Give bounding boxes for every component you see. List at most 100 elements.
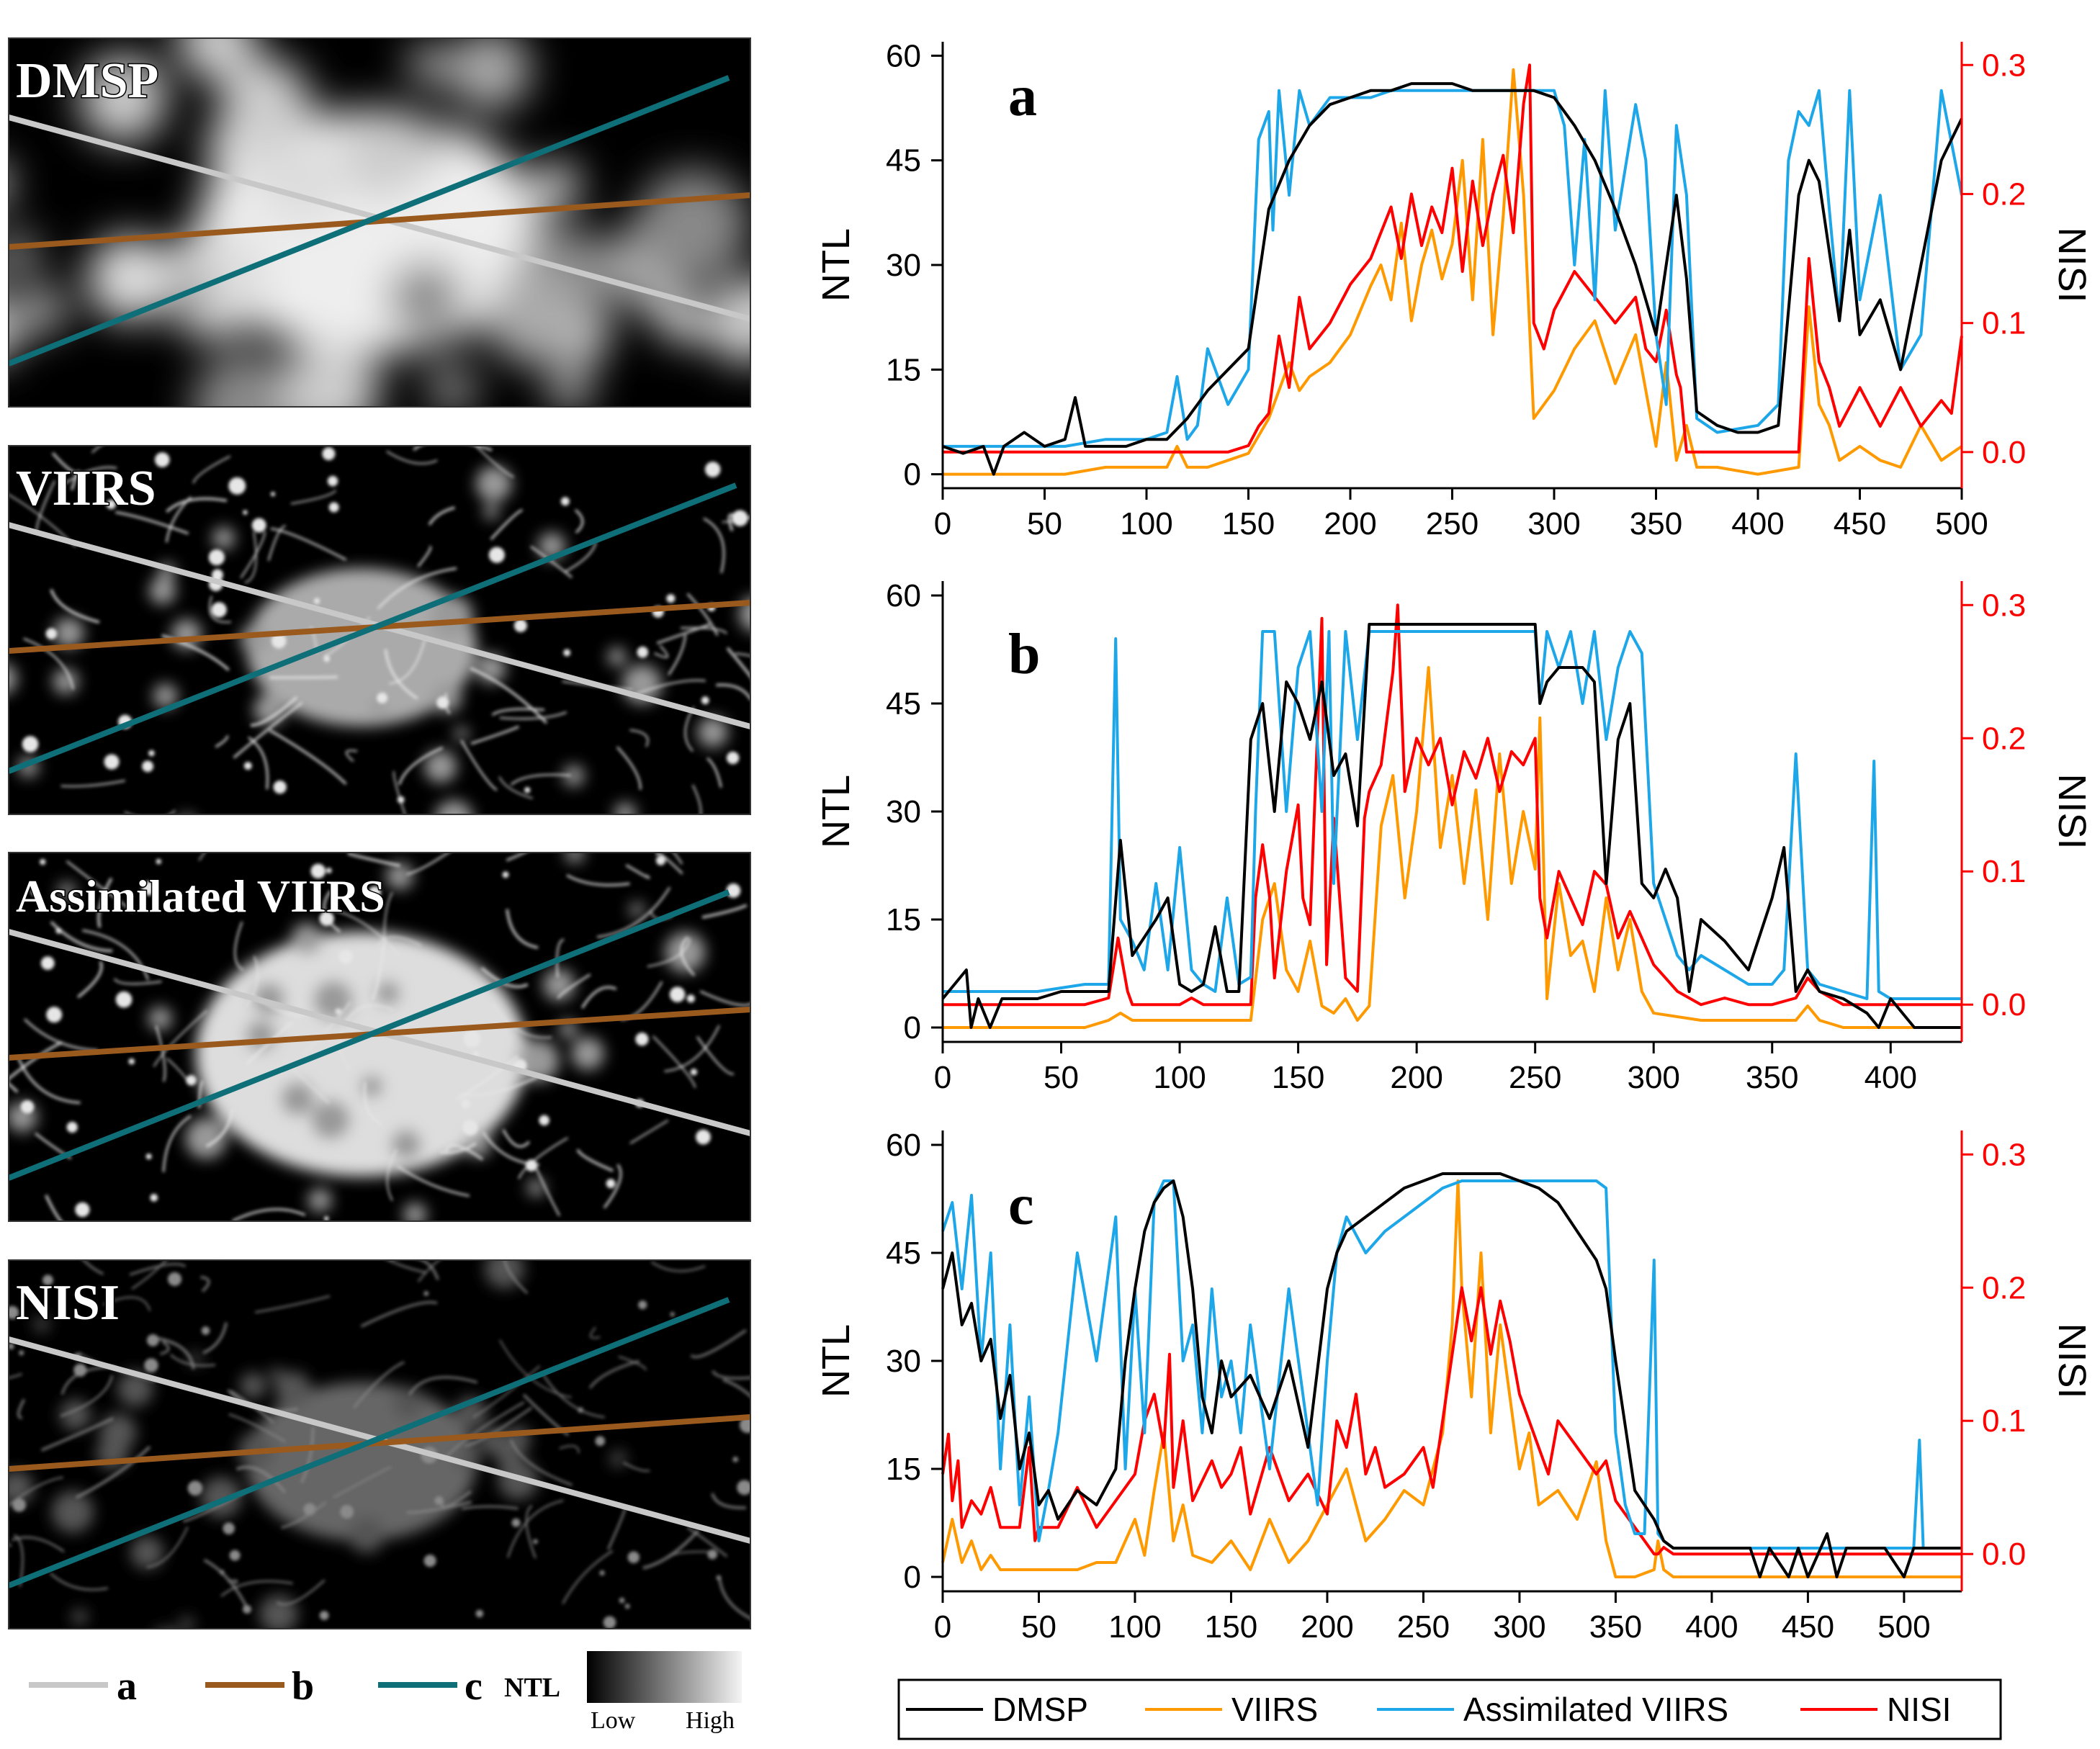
x-tick-label: 200 [1390, 1060, 1442, 1095]
map-panel-dmsp: DMSP [8, 37, 751, 408]
y-tick-label: 30 [886, 1344, 921, 1379]
x-tick-label: 50 [1044, 1060, 1079, 1095]
y2-tick-label: 0.1 [1982, 306, 2026, 341]
y-tick-label: 15 [886, 1452, 921, 1487]
series-line-dmsp [942, 82, 1963, 476]
transect-line-b [9, 192, 750, 250]
legend-label-b: b [292, 1664, 314, 1709]
x-tick-label: 250 [1426, 506, 1478, 541]
x-tick-label: 0 [934, 1060, 951, 1095]
series-line-nisi [943, 603, 1962, 1007]
legend-label-viirs: VIIRS [1231, 1691, 1318, 1728]
map-title: Assimilated VIIRS [16, 871, 385, 922]
panel-label: c [1008, 1174, 1034, 1237]
chart-panel-a: 0 50 100 150 200 250 300 350 400 450 500 0 15 30 45 60 0… [815, 38, 2094, 541]
y-axis-label: NTL [815, 228, 858, 302]
y-tick-label: 0 [904, 1010, 921, 1046]
chart-legend: DMSP VIIRS Assimilated VIIRS NISI [897, 1678, 2002, 1740]
x-tick-label: 100 [1120, 506, 1172, 541]
x-tick-label: 100 [1153, 1060, 1206, 1095]
legend-label-assimilated-viirs: Assimilated VIIRS [1463, 1691, 1728, 1728]
road-network [9, 1260, 750, 1629]
map-legend: a b c NTL Low High [29, 1651, 742, 1734]
y-tick-label: 60 [886, 38, 921, 73]
map-title: DMSP [16, 53, 158, 109]
ntl-low-label: Low [591, 1707, 636, 1734]
x-tick-label: 350 [1746, 1060, 1798, 1095]
transect-line-c [9, 75, 730, 367]
x-tick-label: 450 [1834, 506, 1886, 541]
transect-line-b [9, 1414, 750, 1472]
y2-tick-label: 0.1 [1982, 1403, 2026, 1439]
y-tick-label: 30 [886, 794, 921, 829]
panel-label: b [1008, 623, 1041, 686]
x-tick-label: 350 [1589, 1609, 1642, 1645]
y-tick-label: 60 [886, 1128, 921, 1163]
map-title: NISI [16, 1275, 120, 1331]
y2-tick-label: 0.3 [1982, 588, 2026, 623]
chart-panel-c: 0 50 100 150 200 250 300 350 400 450 500 0 15 30 45 60 0… [815, 1128, 2094, 1645]
y-axis-label: NTL [815, 1324, 858, 1398]
x-tick-label: 150 [1205, 1609, 1257, 1645]
x-tick-label: 250 [1509, 1060, 1561, 1095]
x-tick-label: 50 [1027, 506, 1062, 541]
x-tick-label: 50 [1021, 1609, 1056, 1645]
map-panel-nisi: NISI [8, 1259, 751, 1629]
series-line-nisi [943, 63, 1963, 454]
legend-label-c: c [465, 1664, 483, 1709]
panel-label: a [1008, 65, 1037, 128]
series-line-viirs [943, 666, 1962, 1029]
ntl-legend-title: NTL [504, 1673, 560, 1703]
series-line-viirs [941, 1179, 1962, 1578]
y-tick-label: 45 [886, 686, 921, 721]
series-line-assimilated-viirs [943, 89, 1963, 448]
map-title: VIIRS [16, 461, 156, 516]
y2-tick-label: 0.3 [1982, 1137, 2026, 1172]
x-tick-label: 200 [1324, 506, 1376, 541]
map-panel-viirs: VIIRS [8, 445, 751, 815]
y-tick-label: 45 [886, 1236, 921, 1271]
x-tick-label: 200 [1301, 1609, 1353, 1645]
transect-line-c [9, 482, 737, 774]
series-line-dmsp [941, 1172, 1962, 1578]
y2-tick-label: 0.0 [1982, 1537, 2026, 1572]
y-axis-label: NTL [815, 775, 858, 848]
y2-axis-label: NISI [2050, 1323, 2094, 1398]
x-tick-label: 0 [934, 1609, 951, 1645]
series-line-assimilated-viirs [943, 630, 1962, 1000]
y2-tick-label: 0.2 [1982, 176, 2026, 212]
road-network [9, 853, 750, 1221]
y2-tick-label: 0.0 [1982, 435, 2026, 470]
transect-line-c [9, 889, 730, 1181]
y-tick-label: 60 [886, 578, 921, 613]
transect-line-c [9, 1297, 730, 1588]
y-tick-label: 15 [886, 902, 921, 938]
chart-panel-b: 0 50 100 150 200 250 300 350 400 0 15 30 45 60 0.0 0.1 0… [815, 578, 2094, 1095]
x-tick-label: 450 [1782, 1609, 1834, 1645]
x-tick-label: 300 [1493, 1609, 1545, 1645]
x-tick-label: 100 [1108, 1609, 1161, 1645]
y-tick-label: 30 [886, 248, 921, 283]
x-tick-label: 250 [1397, 1609, 1450, 1645]
series-line-assimilated-viirs [941, 1179, 1962, 1550]
ntl-colorbar [587, 1651, 742, 1703]
road-network [9, 446, 750, 814]
legend-label-dmsp: DMSP [992, 1691, 1088, 1728]
x-tick-label: 350 [1630, 506, 1682, 541]
x-tick-label: 150 [1222, 506, 1275, 541]
y2-tick-label: 0.3 [1982, 48, 2026, 83]
series-line-dmsp [941, 623, 1962, 1029]
x-tick-label: 500 [1935, 506, 1988, 541]
x-tick-label: 300 [1627, 1060, 1679, 1095]
x-tick-label: 300 [1527, 506, 1580, 541]
y2-tick-label: 0.0 [1982, 987, 2026, 1022]
legend-label-a: a [117, 1664, 137, 1709]
urban-glow [9, 853, 706, 1221]
y-tick-label: 15 [886, 352, 921, 387]
legend-label-nisi: NISI [1887, 1691, 1951, 1728]
ntl-high-label: High [686, 1707, 735, 1734]
y2-tick-label: 0.2 [1982, 721, 2026, 756]
y-tick-label: 45 [886, 143, 921, 179]
y2-axis-label: NISI [2050, 227, 2094, 302]
